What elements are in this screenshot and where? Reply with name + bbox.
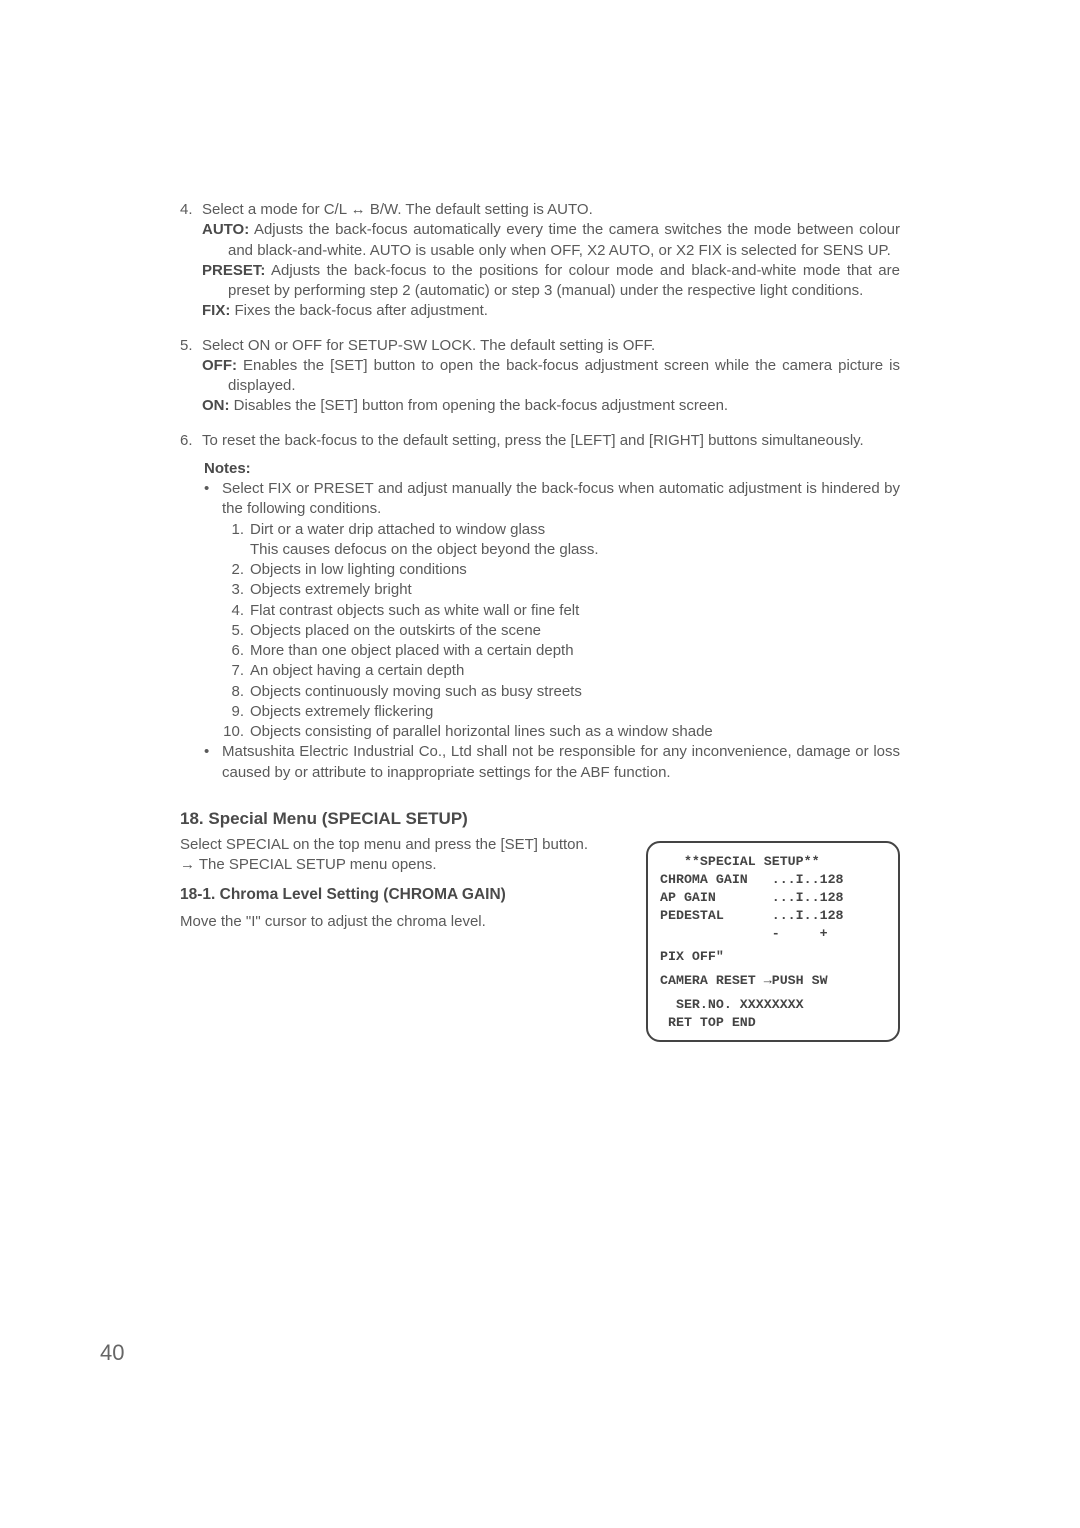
note-item-num: 2. (222, 560, 250, 580)
section-18-p3: Move the "I" cursor to adjust the chroma… (180, 912, 626, 932)
note-item-text: Objects extremely flickering (250, 702, 900, 722)
note-item-text: Objects placed on the outskirts of the s… (250, 621, 900, 641)
step-4: 4. Select a mode for C/L ↔ B/W. The defa… (180, 200, 900, 322)
step-5-num: 5. (180, 336, 202, 417)
auto-text: Adjusts the back-focus automatically eve… (228, 221, 900, 258)
note-item-text: Objects continuously moving such as busy… (250, 682, 900, 702)
step-6: 6. To reset the back-focus to the defaul… (180, 431, 900, 451)
notes-bullet-2: Matsushita Electric Industrial Co., Ltd … (222, 742, 900, 783)
step-6-num: 6. (180, 431, 202, 451)
step-5-lead: Select ON or OFF for SETUP-SW LOCK. The … (202, 336, 900, 356)
osd-line: AP GAIN ...I..128 (660, 889, 886, 907)
off-text: Enables the [SET] button to open the bac… (228, 357, 900, 394)
off-label: OFF: (202, 357, 237, 374)
notes-bullet-1: Select FIX or PRESET and adjust manually… (222, 479, 900, 520)
osd-line: - + (660, 925, 886, 943)
step-6-text: To reset the back-focus to the default s… (202, 431, 900, 451)
osd-line: PIX OFF" (660, 948, 886, 966)
section-18-p1: Select SPECIAL on the top menu and press… (180, 835, 626, 855)
fix-label: FIX: (202, 302, 230, 319)
step-5: 5. Select ON or OFF for SETUP-SW LOCK. T… (180, 336, 900, 417)
osd-line: RET TOP END (660, 1014, 886, 1032)
notes-heading: Notes: (204, 459, 900, 479)
osd-line: CAMERA RESET →PUSH SW (660, 972, 886, 990)
note-item-num: 7. (222, 661, 250, 681)
step-4-num: 4. (180, 200, 202, 322)
osd-line: **SPECIAL SETUP** (660, 853, 886, 871)
note-item-num: 4. (222, 601, 250, 621)
note-item-text: Objects in low lighting conditions (250, 560, 900, 580)
note-item-num: 6. (222, 641, 250, 661)
note-item-num: 10. (222, 722, 250, 742)
section-18-p2: → The SPECIAL SETUP menu opens. (180, 855, 626, 875)
fix-text: Fixes the back-focus after adjustment. (230, 302, 488, 319)
note-item-text: Objects consisting of parallel horizonta… (250, 722, 900, 742)
osd-line: PEDESTAL ...I..128 (660, 907, 886, 925)
notes-block: Notes: • Select FIX or PRESET and adjust… (204, 459, 900, 783)
note-item-text: Flat contrast objects such as white wall… (250, 601, 900, 621)
on-text: Disables the [SET] button from opening t… (230, 397, 729, 414)
note-item-num: 9. (222, 702, 250, 722)
osd-line: CHROMA GAIN ...I..128 (660, 871, 886, 889)
section-18-title: 18. Special Menu (SPECIAL SETUP) (180, 809, 900, 829)
bullet-icon: • (204, 479, 222, 520)
osd-screen: **SPECIAL SETUP**CHROMA GAIN ...I..128AP… (646, 841, 900, 1042)
bullet-icon: • (204, 742, 222, 783)
auto-label: AUTO: (202, 221, 249, 238)
note-item-text: An object having a certain depth (250, 661, 900, 681)
note-item-num: 3. (222, 580, 250, 600)
page-number: 40 (100, 1340, 124, 1366)
section-18-1-title: 18-1. Chroma Level Setting (CHROMA GAIN) (180, 885, 626, 906)
preset-label: PRESET: (202, 262, 265, 279)
note-item-text: Dirt or a water drip attached to window … (250, 520, 900, 540)
osd-line: SER.NO. XXXXXXXX (660, 996, 886, 1014)
note-item-num: 8. (222, 682, 250, 702)
on-label: ON: (202, 397, 230, 414)
note-item-text: More than one object placed with a certa… (250, 641, 900, 661)
preset-text: Adjusts the back-focus to the positions … (228, 262, 900, 299)
step-4-lead: Select a mode for C/L ↔ B/W. The default… (202, 200, 900, 220)
note-item-num: 5. (222, 621, 250, 641)
note-item-extra: This causes defocus on the object beyond… (250, 540, 900, 560)
note-item-text: Objects extremely bright (250, 580, 900, 600)
note-item-num: 1. (222, 520, 250, 540)
